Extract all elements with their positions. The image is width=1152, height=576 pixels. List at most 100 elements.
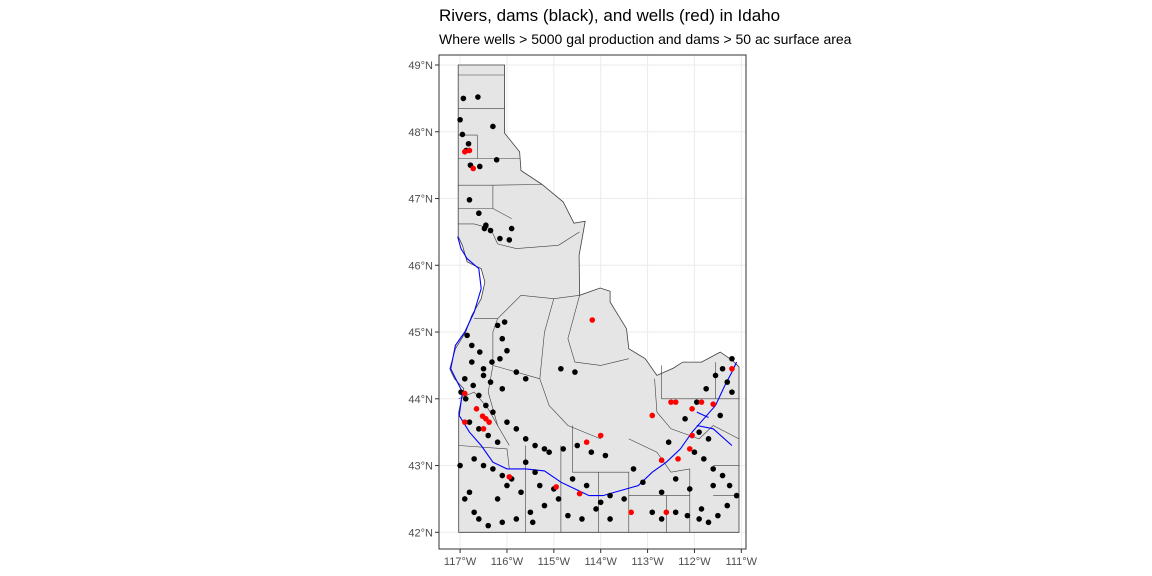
river-line bbox=[696, 424, 733, 446]
dam-point bbox=[701, 456, 707, 462]
dam-point bbox=[487, 227, 494, 234]
dam-point bbox=[705, 436, 712, 442]
dam-point bbox=[715, 512, 721, 519]
dam-point bbox=[494, 322, 501, 329]
dam-point bbox=[729, 389, 735, 395]
dam-point bbox=[466, 197, 473, 203]
dam-point bbox=[504, 347, 510, 354]
dam-point bbox=[469, 359, 475, 365]
dam-point bbox=[522, 375, 529, 382]
dam-point bbox=[693, 399, 700, 405]
y-tick: 44°N bbox=[408, 394, 439, 406]
dam-point bbox=[476, 349, 483, 355]
y-tick: 46°N bbox=[408, 260, 439, 272]
well-point bbox=[698, 399, 705, 405]
dam-point bbox=[574, 442, 581, 449]
dam-point bbox=[541, 446, 548, 452]
dam-point bbox=[480, 365, 487, 372]
well-point bbox=[480, 426, 487, 432]
y-tick: 45°N bbox=[408, 327, 439, 339]
well-point bbox=[675, 456, 681, 462]
dam-point bbox=[475, 94, 481, 100]
x-tick-label: 115°W bbox=[538, 556, 571, 568]
dam-point bbox=[712, 372, 719, 379]
dam-point bbox=[483, 222, 489, 229]
well-point bbox=[473, 406, 480, 412]
dam-point bbox=[490, 409, 496, 415]
county-line bbox=[458, 208, 512, 219]
dam-point bbox=[494, 496, 501, 502]
x-axis: 117°W 116°W 115°W 114°W 113°W 112°W 111°W bbox=[444, 549, 758, 568]
well-point bbox=[470, 165, 477, 172]
dam-point bbox=[476, 210, 482, 217]
dam-point bbox=[682, 416, 688, 422]
dam-point bbox=[703, 385, 709, 392]
dam-point bbox=[485, 432, 492, 439]
dam-point bbox=[672, 476, 679, 482]
chart-subtitle: Where wells > 5000 gal production and da… bbox=[439, 31, 852, 47]
dam-point bbox=[476, 426, 482, 432]
y-tick: 49°N bbox=[408, 60, 439, 72]
x-tick: 111°W bbox=[726, 549, 758, 568]
dam-point bbox=[466, 489, 473, 496]
dam-point bbox=[476, 392, 482, 399]
dam-point bbox=[499, 385, 506, 392]
dam-point bbox=[499, 472, 506, 479]
y-tick: 43°N bbox=[408, 461, 439, 473]
dam-point bbox=[602, 452, 609, 459]
x-tick-label: 117°W bbox=[444, 556, 477, 568]
dam-point bbox=[513, 516, 520, 522]
county-line bbox=[497, 294, 580, 319]
dam-point bbox=[729, 355, 735, 362]
dam-point bbox=[546, 449, 552, 456]
dam-point bbox=[686, 486, 693, 492]
dam-point bbox=[527, 509, 534, 516]
dam-point bbox=[518, 489, 524, 496]
idaho-outline bbox=[449, 64, 740, 533]
dam-point bbox=[487, 379, 494, 385]
dam-point bbox=[461, 496, 468, 502]
dam-point bbox=[588, 449, 595, 456]
dam-point bbox=[705, 519, 712, 526]
dam-point bbox=[513, 426, 520, 432]
well-point bbox=[597, 432, 604, 439]
county-line bbox=[654, 378, 740, 440]
y-tick-label: 43°N bbox=[408, 461, 433, 473]
dam-point bbox=[532, 442, 538, 449]
dam-point bbox=[466, 419, 473, 425]
dam-point bbox=[658, 489, 665, 496]
dam-point bbox=[529, 519, 536, 526]
well-point bbox=[589, 317, 596, 323]
county-line bbox=[628, 438, 690, 473]
x-tick: 117°W bbox=[444, 549, 477, 568]
dam-point bbox=[460, 95, 467, 102]
well-point bbox=[649, 412, 656, 419]
dam-point bbox=[489, 359, 495, 365]
y-tick-label: 42°N bbox=[408, 527, 433, 539]
county-boundaries bbox=[458, 74, 740, 533]
dam-point bbox=[710, 466, 716, 472]
dam-point bbox=[649, 509, 656, 516]
well-point bbox=[461, 390, 468, 397]
y-tick: 47°N bbox=[408, 194, 439, 206]
dam-point bbox=[476, 516, 482, 522]
dam-point bbox=[658, 516, 665, 522]
dam-point bbox=[710, 482, 716, 489]
well-point bbox=[583, 439, 590, 445]
dam-point bbox=[719, 472, 726, 479]
dam-point bbox=[470, 382, 477, 389]
dam-point bbox=[672, 509, 679, 516]
dam-point bbox=[513, 369, 520, 375]
x-tick: 112°W bbox=[678, 549, 711, 568]
county-line bbox=[539, 298, 555, 379]
well-point bbox=[668, 399, 674, 405]
dam-point bbox=[597, 499, 604, 506]
y-tick-label: 49°N bbox=[408, 60, 433, 72]
y-tick-label: 45°N bbox=[408, 327, 433, 339]
well-point bbox=[553, 484, 559, 490]
dam-point bbox=[630, 466, 637, 472]
dam-point bbox=[499, 335, 506, 342]
dam-point bbox=[555, 496, 562, 502]
dam-point bbox=[459, 131, 466, 138]
